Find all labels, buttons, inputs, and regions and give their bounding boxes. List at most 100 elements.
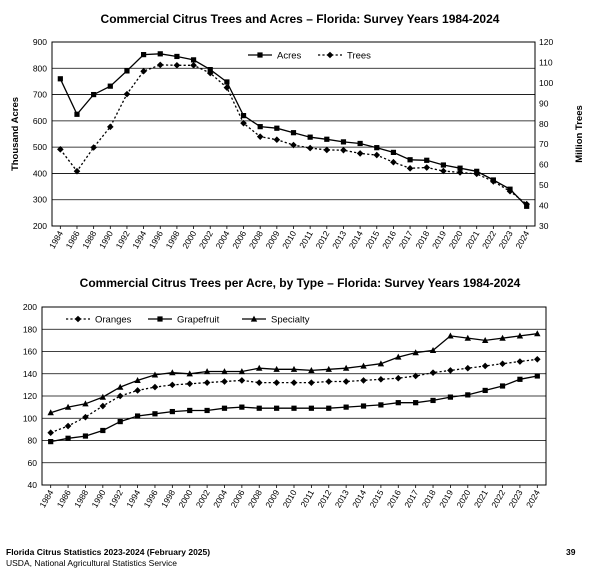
- chart-1-y2-tick-label: 40: [539, 201, 549, 211]
- footer-agency: USDA, National Agricultural Statistics S…: [6, 558, 178, 568]
- chart-2-legend-specialty-marker: [250, 315, 258, 322]
- chart-1-y2-tick-label: 90: [539, 98, 549, 108]
- chart-2-x-tick-label: 2013: [333, 488, 351, 510]
- chart-1-series-acres-point: [124, 68, 130, 74]
- chart-2-series-grapefruit-point: [117, 418, 123, 425]
- chart-2-series-grapefruit-point: [430, 397, 436, 404]
- chart-1-series-trees-point: [356, 150, 364, 157]
- chart-1-series-trees-point: [323, 146, 331, 154]
- chart-2-series-oranges-point: [499, 360, 506, 368]
- chart-2-series-grapefruit-point: [395, 400, 401, 406]
- chart-2-x-tick-label: 2008: [246, 488, 264, 510]
- chart-2-x-tick-label: 1998: [159, 488, 177, 510]
- chart-1-series-acres-point: [174, 53, 180, 60]
- chart-1-series-trees-point: [406, 165, 414, 172]
- chart-2-series-oranges-point: [308, 379, 315, 386]
- chart-1-series-trees-point: [523, 200, 530, 208]
- page-number: 39: [566, 547, 576, 557]
- chart-1-y2-tick-label: 50: [539, 180, 549, 190]
- chart-1-x-tick-label: 1988: [80, 229, 98, 251]
- chart-2-series-grapefruit-point: [100, 427, 106, 434]
- chart-1-x-tick-label: 1990: [97, 229, 115, 251]
- chart-1-x-tick-label: 2016: [380, 229, 398, 251]
- chart-1-series-acres-point: [407, 157, 413, 163]
- chart-2-series-oranges-point: [360, 377, 367, 384]
- chart-2-series-specialty-point: [82, 400, 89, 407]
- chart-2-series-oranges-point: [273, 379, 280, 386]
- chart-1-series-acres-point: [91, 91, 97, 98]
- chart-2-x-tick-label: 2016: [385, 488, 403, 510]
- chart-2-x-tick-label: 2011: [298, 488, 316, 509]
- chart-1-title: Commercial Citrus Trees and Acres – Flor…: [100, 12, 500, 26]
- chart-1-x-tick-label: 1986: [64, 229, 82, 251]
- chart-2-series-specialty-point: [47, 409, 54, 416]
- chart-1-series-acres-point: [190, 57, 197, 63]
- chart-1-series-acres-point: [74, 111, 80, 117]
- chart-1-series-acres-point: [274, 125, 280, 131]
- chart-2-x-tick-label: 2002: [194, 488, 212, 510]
- chart-2-series-oranges-point: [203, 379, 211, 386]
- chart-2-series-grapefruit-point: [134, 413, 141, 419]
- chart-1-series-acres-point: [390, 149, 397, 155]
- chart-2-series-specialty-point: [64, 403, 72, 410]
- chart-2-series-grapefruit-point: [326, 405, 332, 411]
- chart-2-x-tick-label: 2012: [315, 488, 333, 510]
- chart-2-x-tick-label: 1994: [124, 488, 142, 510]
- chart-2-series-specialty-point: [342, 364, 350, 371]
- chart-1-y2-tick-label: 30: [539, 221, 549, 231]
- chart-2-series-specialty-point: [377, 360, 385, 367]
- chart-2-series-oranges-point: [394, 374, 402, 382]
- chart-2-series-oranges-point: [64, 422, 72, 430]
- chart-2-series-specialty-point: [429, 346, 437, 353]
- chart-2-y-tick-label: 120: [23, 391, 37, 401]
- chart-2-x-tick-label: 2017: [402, 488, 420, 510]
- chart-2-x-tick-label: 1992: [107, 488, 125, 510]
- chart-2-series-grapefruit-point: [204, 407, 210, 414]
- chart-1-y2-tick-label: 120: [539, 37, 553, 47]
- chart-1-x-tick-label: 2023: [497, 229, 515, 251]
- chart-2-legend-grapefruit-marker: [157, 316, 163, 322]
- chart-1-x-tick-label: 1992: [114, 229, 132, 251]
- chart-1-x-tick-label: 2019: [430, 229, 448, 251]
- chart-2-title: Commercial Citrus Trees per Acre, by Typ…: [79, 276, 521, 290]
- chart-1-x-tick-label: 1998: [164, 229, 182, 251]
- chart-2-series-grapefruit-point: [517, 376, 523, 382]
- chart-2-series-specialty-point: [256, 364, 263, 371]
- chart-2-y-tick-label: 100: [23, 413, 37, 423]
- chart-2-series-oranges-point: [377, 376, 385, 383]
- chart-2-series-grapefruit-point: [221, 405, 228, 411]
- chart-2-x-tick-label: 2010: [281, 488, 299, 510]
- chart-2-series-oranges-point: [534, 355, 541, 363]
- chart-2-series-oranges-point: [429, 369, 437, 376]
- chart-1-series-trees-point: [423, 164, 431, 171]
- chart-1-series-trees-point: [223, 84, 231, 91]
- chart-2-series-grapefruit-point: [499, 383, 506, 389]
- chart-2-legend-oranges-marker: [74, 315, 82, 323]
- chart-2-series-grapefruit-point: [534, 373, 540, 379]
- chart-1-series-acres-point: [57, 76, 63, 82]
- chart-1-y-tick-label: 900: [33, 37, 47, 47]
- chart-2-x-tick-label: 2006: [228, 488, 246, 510]
- chart-1-series-trees-point: [106, 123, 114, 131]
- chart-1-x-tick-label: 2000: [180, 229, 198, 251]
- chart-2-series-oranges-point: [186, 380, 194, 388]
- chart-1-series-acres-point: [207, 67, 213, 73]
- chart-1-series-acres-point: [457, 165, 463, 171]
- chart-1-series-trees-point: [456, 169, 464, 176]
- chart-1-y-tick-label: 400: [33, 168, 47, 178]
- chart-1-series-acres-point: [440, 162, 446, 168]
- chart-2-x-tick-label: 2020: [454, 488, 472, 510]
- chart-2-series-oranges-point: [169, 381, 176, 389]
- chart-1-series-trees-point: [290, 141, 297, 149]
- chart-2-series-grapefruit-point: [413, 400, 419, 406]
- chart-2-series-oranges-point: [116, 392, 124, 400]
- chart-2-x-tick-label: 2014: [350, 488, 368, 510]
- chart-2-legend-oranges-label: Oranges: [95, 315, 132, 326]
- chart-1-x-tick-label: 2008: [247, 229, 265, 251]
- chart-2-series-specialty-point: [481, 336, 489, 343]
- chart-2-series-specialty-point: [534, 330, 541, 337]
- chart-2-series-grapefruit-point: [152, 411, 158, 417]
- chart-1-series-acres-point: [307, 134, 313, 140]
- chart-1-series-trees-point: [90, 144, 97, 151]
- chart-2-series-oranges-point: [238, 377, 246, 384]
